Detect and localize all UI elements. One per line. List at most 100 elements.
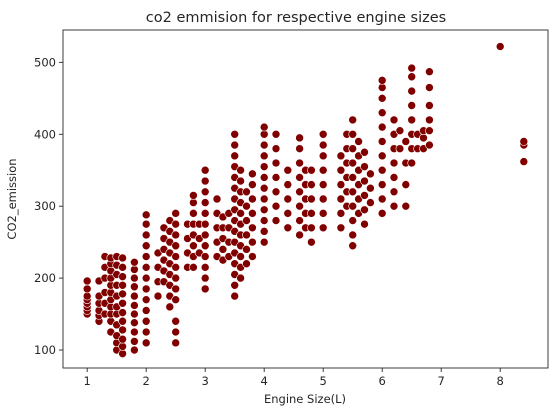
data-point [348,201,358,211]
data-point [141,306,151,315]
data-point [283,209,293,218]
data-point [377,194,387,204]
y-axis-ticks: 100 200 300 400 500 [34,55,63,357]
data-point [242,187,251,197]
data-point [242,201,251,211]
data-point [259,122,269,132]
data-point [141,241,151,251]
data-point [200,198,210,207]
data-point [318,165,328,175]
data-point [318,140,328,150]
y-tick-label: 400 [34,127,56,141]
data-point [171,295,180,304]
data-point [377,137,387,146]
data-point [118,298,127,308]
data-point [407,158,417,168]
x-tick-label: 6 [379,374,386,388]
data-point [230,140,239,150]
x-axis-ticks: 1 2 3 4 5 6 7 8 [84,368,504,388]
x-tick-label: 2 [143,374,150,388]
data-point [377,122,387,132]
data-point [307,209,316,218]
data-point [283,194,293,204]
data-point [171,273,180,283]
data-point [141,327,151,337]
data-points [82,42,529,358]
data-point [141,295,151,304]
data-point [189,191,198,200]
data-point [189,263,198,272]
data-point [348,230,358,240]
data-point [348,144,358,153]
data-point [200,165,210,175]
data-point [200,273,210,283]
data-point [295,144,304,153]
data-point [82,276,92,286]
data-point [189,241,198,251]
data-point [271,158,281,168]
data-point [295,201,304,211]
data-point [248,252,257,261]
data-point [407,101,417,110]
data-point [336,180,346,189]
data-point [389,187,399,197]
data-point [360,176,369,186]
data-point [118,349,127,358]
data-point [171,252,180,261]
data-point [130,282,139,292]
data-point [519,157,529,166]
data-point [248,180,257,189]
data-point [377,108,387,117]
x-axis-label: Engine Size(L) [264,392,346,406]
data-point [230,151,239,161]
data-point [495,42,505,51]
data-point [259,183,269,193]
data-point [171,338,180,348]
data-point [200,219,210,229]
data-point [271,144,281,153]
data-point [401,180,411,189]
data-point [295,230,304,240]
data-point [259,151,269,161]
data-point [366,183,375,193]
data-point [425,126,434,135]
data-point [171,230,180,240]
data-point [259,227,269,236]
data-point [377,83,387,92]
data-point [348,187,358,197]
data-point [259,162,269,171]
data-point [389,201,399,211]
data-point [377,165,387,175]
data-point [318,180,328,189]
data-point [141,284,151,294]
data-point [366,169,375,179]
data-point [200,176,210,186]
data-point [130,273,139,283]
data-point [200,284,210,294]
data-point [283,180,293,189]
data-point [425,140,434,150]
data-point [141,219,151,229]
data-point [401,201,411,211]
data-point [259,216,269,225]
data-point [377,209,387,218]
data-point [141,252,151,261]
data-point [189,209,198,218]
data-point [189,198,198,207]
data-point [118,325,127,335]
data-point [395,126,405,135]
data-point [271,187,281,197]
x-tick-label: 7 [438,374,445,388]
data-point [336,194,346,204]
data-point [82,291,92,301]
data-point [248,223,257,233]
data-point [141,210,151,220]
data-point [236,273,245,283]
data-point [283,165,293,175]
data-point [425,115,434,125]
data-point [318,209,328,218]
data-point [130,309,139,319]
data-point [307,165,316,175]
data-point [141,338,151,348]
data-point [242,259,251,269]
